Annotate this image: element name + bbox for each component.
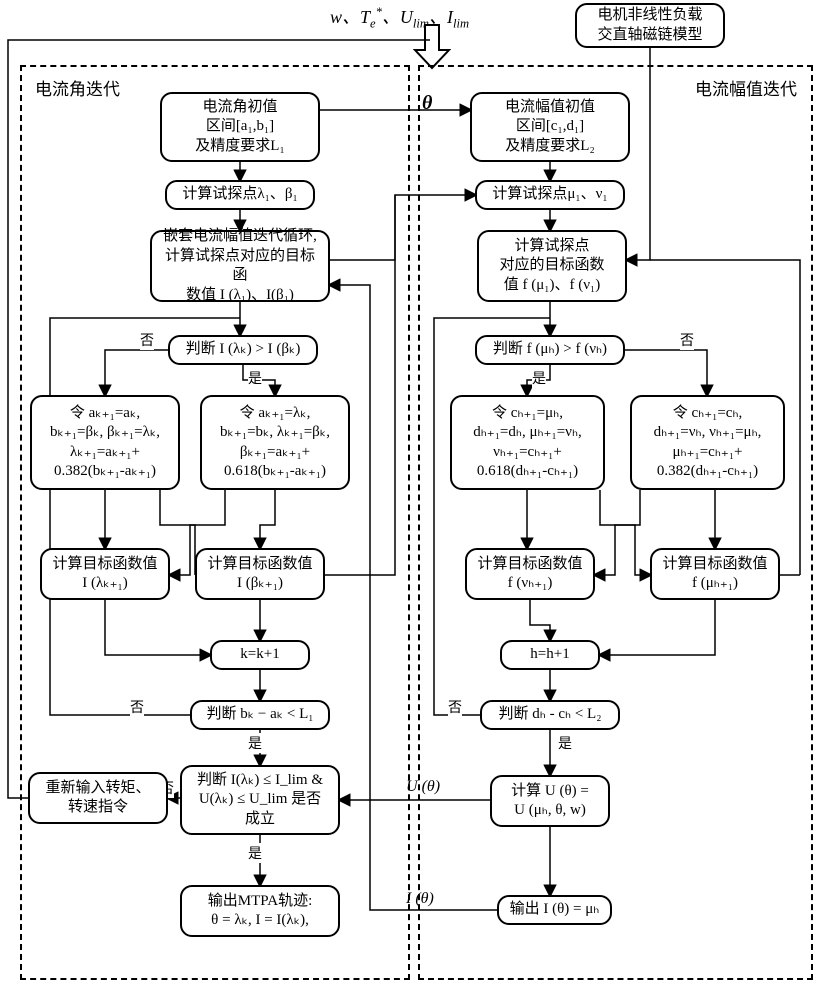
node-R5b: 令 cₕ₊₁=cₕ,dₕ₊₁=νₕ, νₕ₊₁=μₕ,μₕ₊₁=cₕ₊₁+0.3…	[630, 395, 785, 490]
node-L5b-line0: 令 aₖ₊₁=λₖ,	[240, 404, 311, 424]
node-R1-line2: 及精度要求L₂	[505, 137, 594, 157]
top-model-l1: 电机非线性负载	[597, 6, 702, 26]
node-L5a: 令 aₖ₊₁=aₖ,bₖ₊₁=βₖ, βₖ₊₁=λₖ,λₖ₊₁=aₖ₊₁+0.3…	[30, 395, 180, 490]
node-R6a-line1: f (νₕ₊₁)	[508, 574, 553, 594]
node-L11-line1: θ = λₖ, I = I(λₖ),	[211, 911, 309, 931]
node-L3-line0: 嵌套电流幅值迭代循环,	[163, 227, 317, 247]
node-R8-line0: 判断 dₕ - cₕ < L₂	[499, 705, 602, 725]
r4-yes: 是	[532, 368, 546, 388]
node-L11: 输出MTPA轨迹:θ = λₖ, I = I(λₖ),	[180, 885, 340, 937]
theta-label: θ	[422, 92, 432, 115]
node-L2-line0: 计算试探点λ₁、β₁	[182, 185, 297, 205]
node-L4-line0: 判断 I (λₖ) > I (βₖ)	[186, 340, 301, 360]
r4-no: 否	[680, 330, 694, 350]
node-L6b: 计算目标函数值I (βₖ₊₁)	[195, 548, 325, 600]
node-L1: 电流角初值区间[a₁,b₁]及精度要求L₁	[160, 92, 320, 162]
r8-yes: 是	[558, 733, 572, 753]
node-R5b-line3: 0.382(dₕ₊₁-cₕ₊₁)	[657, 462, 758, 482]
node-L5b-line1: bₖ₊₁=bₖ, λₖ₊₁=βₖ,	[220, 423, 330, 443]
node-R9: 计算 U (θ) =U (μₕ, θ, w)	[490, 775, 610, 827]
node-L7-line0: k=k+1	[240, 645, 279, 665]
node-L5a-line1: bₖ₊₁=βₖ, βₖ₊₁=λₖ,	[50, 423, 160, 443]
r8-no: 否	[448, 697, 462, 717]
node-L4: 判断 I (λₖ) > I (βₖ)	[168, 335, 318, 365]
node-L7: k=k+1	[210, 640, 310, 670]
node-R1-line1: 区间[c₁,d₁]	[516, 117, 584, 137]
top-model-l2: 交直轴磁链模型	[597, 26, 702, 46]
node-L10: 重新输入转矩、转速指令	[28, 772, 168, 824]
node-L9-line1: U(λₖ) ≤ U_lim 是否	[199, 790, 321, 810]
node-L1-line0: 电流角初值	[202, 98, 277, 118]
node-L8-line0: 判断 bₖ − aₖ < L₁	[207, 705, 314, 725]
node-L5a-line3: 0.382(bₖ₊₁-aₖ₊₁)	[54, 462, 156, 482]
left-title: 电流角迭代	[35, 75, 120, 100]
node-L10-line1: 转速指令	[68, 798, 128, 818]
node-L10-line0: 重新输入转矩、	[45, 779, 150, 799]
node-L6b-line0: 计算目标函数值	[207, 555, 312, 575]
node-L3-line1: 计算试探点对应的目标函	[158, 247, 322, 286]
l8-yes: 是	[248, 733, 262, 753]
l4-yes: 是	[248, 368, 262, 388]
node-L5a-line0: 令 aₖ₊₁=aₖ,	[70, 404, 140, 424]
node-L6b-line1: I (βₖ₊₁)	[237, 574, 283, 594]
utheta-label: U (θ)	[406, 778, 440, 796]
node-R1: 电流幅值初值区间[c₁,d₁]及精度要求L₂	[470, 92, 630, 162]
node-R1-line0: 电流幅值初值	[505, 98, 595, 118]
node-R2-line0: 计算试探点μ₁、ν₁	[492, 185, 607, 205]
node-R10: 输出 I (θ) = μₕ	[497, 895, 612, 925]
node-R5a-line0: 令 cₕ₊₁=μₕ,	[492, 404, 563, 424]
node-R3-line0: 计算试探点	[514, 237, 589, 257]
node-L11-line0: 输出MTPA轨迹:	[208, 892, 312, 912]
node-L5b-line3: 0.618(bₖ₊₁-aₖ₊₁)	[224, 462, 326, 482]
itheta-label: I (θ)	[406, 890, 434, 908]
node-L3-line2: 数值 I (λ₁)、I(β₁)	[186, 286, 294, 306]
node-R3-line1: 对应的目标函数	[499, 256, 604, 276]
node-L6a-line1: I (λₖ₊₁)	[82, 574, 128, 594]
node-R10-line0: 输出 I (θ) = μₕ	[510, 900, 600, 920]
node-L2: 计算试探点λ₁、β₁	[165, 180, 315, 210]
node-R9-line1: U (μₕ, θ, w)	[514, 801, 586, 821]
node-L9: 判断 I(λₖ) ≤ I_lim &U(λₖ) ≤ U_lim 是否成立	[180, 765, 340, 835]
node-L8: 判断 bₖ − aₖ < L₁	[190, 700, 330, 730]
node-L9-line0: 判断 I(λₖ) ≤ I_lim &	[197, 771, 323, 791]
top-inputs-label: w、Te*、Ulim、Ilim	[330, 3, 469, 32]
node-R5a-line1: dₕ₊₁=dₕ, μₕ₊₁=νₕ,	[473, 423, 582, 443]
node-R5b-line2: μₕ₊₁=cₕ₊₁+	[672, 443, 742, 463]
node-L3: 嵌套电流幅值迭代循环,计算试探点对应的目标函数值 I (λ₁)、I(β₁)	[150, 230, 330, 302]
node-R6a: 计算目标函数值f (νₕ₊₁)	[465, 548, 595, 600]
node-R6a-line0: 计算目标函数值	[477, 555, 582, 575]
node-R3-line2: 值 f (μ₁)、f (ν₁)	[504, 276, 601, 296]
node-R5a: 令 cₕ₊₁=μₕ,dₕ₊₁=dₕ, μₕ₊₁=νₕ,νₕ₊₁=cₕ₊₁+0.6…	[450, 395, 605, 490]
node-R2: 计算试探点μ₁、ν₁	[475, 180, 625, 210]
top-model-node: 电机非线性负载 交直轴磁链模型	[575, 3, 725, 48]
right-title: 电流幅值迭代	[695, 75, 797, 100]
node-L6a: 计算目标函数值I (λₖ₊₁)	[40, 548, 170, 600]
node-L6a-line0: 计算目标函数值	[52, 555, 157, 575]
node-R6b-line0: 计算目标函数值	[662, 555, 767, 575]
node-L1-line1: 区间[a₁,b₁]	[206, 117, 274, 137]
node-L5b-line2: βₖ₊₁=aₖ₊₁+	[240, 443, 310, 463]
node-R4-line0: 判断 f (μₕ) > f (νₕ)	[493, 340, 607, 360]
node-R5a-line3: 0.618(dₕ₊₁-cₕ₊₁)	[477, 462, 578, 482]
node-R6b: 计算目标函数值f (μₕ₊₁)	[650, 548, 780, 600]
node-L9-line2: 成立	[245, 810, 275, 830]
node-R5b-line0: 令 cₕ₊₁=cₕ,	[673, 404, 743, 424]
node-R5b-line1: dₕ₊₁=νₕ, νₕ₊₁=μₕ,	[654, 423, 762, 443]
node-R4: 判断 f (μₕ) > f (νₕ)	[475, 335, 625, 365]
node-R8: 判断 dₕ - cₕ < L₂	[480, 700, 620, 730]
l4-no: 否	[140, 330, 154, 350]
node-R7: h=h+1	[500, 640, 600, 670]
node-L1-line2: 及精度要求L₁	[195, 137, 284, 157]
node-R5a-line2: νₕ₊₁=cₕ₊₁+	[493, 443, 562, 463]
node-L5b: 令 aₖ₊₁=λₖ,bₖ₊₁=bₖ, λₖ₊₁=βₖ,βₖ₊₁=aₖ₊₁+0.6…	[200, 395, 350, 490]
l9-yes: 是	[248, 843, 262, 863]
node-R7-line0: h=h+1	[530, 645, 569, 665]
node-R3: 计算试探点对应的目标函数值 f (μ₁)、f (ν₁)	[477, 230, 627, 302]
node-L5a-line2: λₖ₊₁=aₖ₊₁+	[70, 443, 140, 463]
node-R9-line0: 计算 U (θ) =	[511, 782, 589, 802]
l8-no: 否	[130, 697, 144, 717]
node-R6b-line1: f (μₕ₊₁)	[692, 574, 738, 594]
